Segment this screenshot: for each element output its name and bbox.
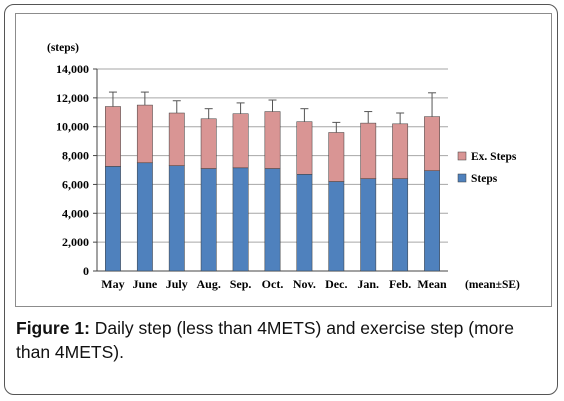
bar-steps — [296, 174, 313, 272]
y-tick-label: 2,000 — [62, 235, 89, 249]
figure-label: Figure 1: — [16, 318, 90, 338]
bar-steps — [200, 168, 217, 272]
y-tick-label: 6,000 — [62, 177, 89, 191]
bar-steps — [392, 178, 409, 272]
x-tick-label: Aug. — [197, 277, 221, 291]
caption-text: Daily step (less than 4METS) and exercis… — [16, 318, 514, 362]
stacked-bar-chart: 0 2,000 4,000 6,000 8,000 10,000 12,000 14,000 (… — [47, 42, 520, 291]
chart-area: 0 2,000 4,000 6,000 8,000 10,000 12,000 14,000 (… — [15, 13, 552, 307]
bar-ex-steps — [232, 113, 249, 169]
legend-swatch — [457, 173, 467, 183]
bar-steps — [360, 178, 377, 272]
x-tick-label: Jan. — [357, 277, 379, 291]
y-axis-label: (steps) — [47, 42, 79, 54]
bar-steps — [105, 166, 121, 272]
y-tick-label: 4,000 — [62, 206, 89, 220]
x-tick-label: Dec. — [325, 277, 347, 291]
bar-ex-steps — [105, 106, 121, 167]
bar-ex-steps — [424, 116, 440, 171]
bar-steps — [424, 170, 440, 272]
bar-ex-steps — [168, 112, 185, 166]
y-tick-label: 14,000 — [56, 62, 89, 76]
figure-caption: Figure 1: Daily step (less than 4METS) a… — [16, 316, 552, 364]
x-tick-label: July — [166, 277, 188, 291]
x-tick-label: Mean — [417, 277, 447, 291]
legend-label: Ex. Steps — [471, 151, 517, 163]
bar-ex-steps — [264, 111, 281, 169]
x-tick-label: Nov. — [293, 277, 316, 291]
y-tick-label: 10,000 — [56, 120, 89, 134]
bar-ex-steps — [296, 121, 313, 175]
x-tick-label: Oct. — [262, 277, 284, 291]
x-tick-label: May — [101, 277, 124, 291]
bar-steps — [232, 167, 249, 272]
bar-ex-steps — [200, 118, 217, 169]
bar-ex-steps — [328, 132, 345, 182]
bar-ex-steps — [392, 123, 409, 179]
error-note: (mean±SE) — [465, 279, 520, 291]
bar-steps — [264, 168, 281, 272]
x-tick-label: Sep. — [230, 277, 252, 291]
bar-ex-steps — [360, 122, 377, 179]
bar-steps — [328, 181, 345, 272]
bar-steps — [168, 165, 185, 272]
legend-label: Steps — [471, 173, 498, 185]
y-tick-label: 8,000 — [62, 149, 89, 163]
legend-swatch — [457, 151, 467, 161]
bar-steps — [136, 162, 153, 272]
x-tick-label: Feb. — [389, 277, 411, 291]
bar-ex-steps — [136, 104, 153, 164]
y-tick-label: 0 — [83, 264, 89, 278]
y-tick-label: 12,000 — [56, 91, 89, 105]
x-tick-label: June — [133, 277, 158, 291]
